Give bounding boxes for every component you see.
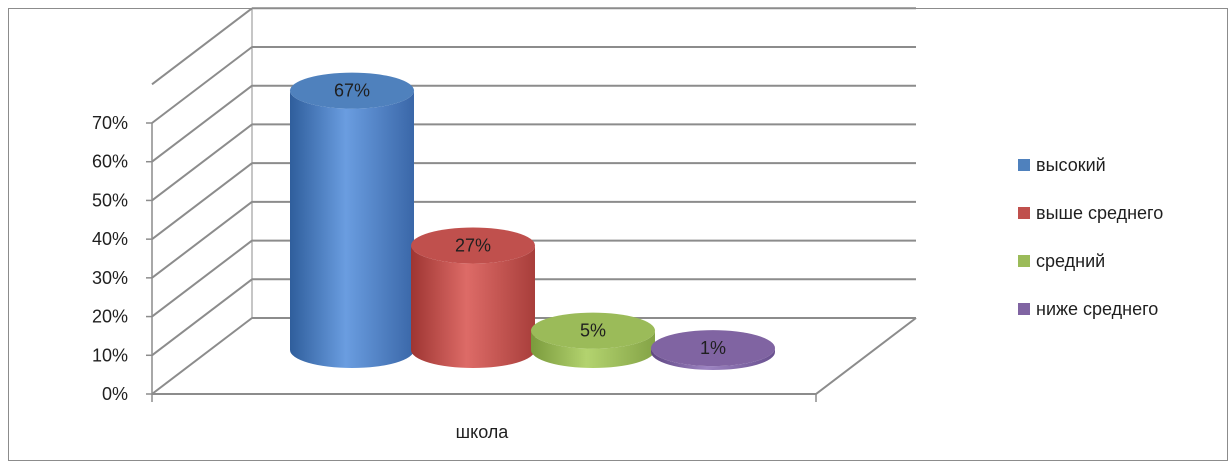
bar-4 (651, 330, 775, 370)
y-tick-label: 30% (92, 268, 128, 288)
bar-body (290, 90, 414, 368)
bar-2 (411, 227, 535, 368)
data-label: 67% (334, 81, 370, 101)
left-wall-gridline (151, 7, 253, 86)
data-label: 1% (700, 338, 726, 358)
bar-top (651, 330, 775, 367)
legend-label: выше среднего (1036, 203, 1163, 223)
legend-swatch (1018, 255, 1030, 267)
left-wall-gridline (151, 239, 253, 318)
data-labels-group: 67% 27% 5% 1% (334, 81, 726, 359)
legend-label: ниже среднего (1036, 299, 1158, 319)
data-label: 5% (580, 321, 606, 341)
y-axis: 0% 10% 20% 30% 40% 50% 60% 70% (92, 113, 817, 404)
bar-top (411, 227, 535, 264)
y-tick-label: 60% (92, 152, 128, 172)
bar-top (531, 312, 655, 349)
y-tick-label: 20% (92, 307, 128, 327)
legend-label: высокий (1036, 155, 1106, 175)
chart-frame (8, 8, 1228, 461)
y-tick-label: 0% (102, 384, 128, 404)
legend: высокий выше среднего средний ниже среднего (1018, 155, 1163, 319)
x-category-label: школа (456, 422, 510, 442)
y-tick-label: 70% (92, 113, 128, 133)
legend-swatch (1018, 303, 1030, 315)
y-tick-label: 40% (92, 229, 128, 249)
data-label: 27% (455, 235, 491, 255)
legend-label: средний (1036, 251, 1105, 271)
bar-series-group (290, 72, 775, 370)
y-tick-label: 50% (92, 190, 128, 210)
left-wall-gridline (151, 317, 253, 395)
left-wall-gridline (151, 84, 253, 163)
y-tick-label: 10% (92, 345, 128, 365)
legend-swatch (1018, 159, 1030, 171)
left-wall-gridline (151, 123, 253, 202)
left-wall-gridline (151, 162, 253, 240)
bar-body (651, 348, 775, 370)
bar-body (411, 245, 535, 368)
left-wall-gridline (151, 278, 253, 357)
left-wall-gridline (151, 46, 253, 124)
bar-3 (531, 312, 655, 368)
bar-body (531, 330, 655, 368)
bar-1 (290, 72, 414, 368)
bar-top (290, 72, 414, 109)
left-wall-gridline (151, 201, 253, 279)
legend-swatch (1018, 207, 1030, 219)
